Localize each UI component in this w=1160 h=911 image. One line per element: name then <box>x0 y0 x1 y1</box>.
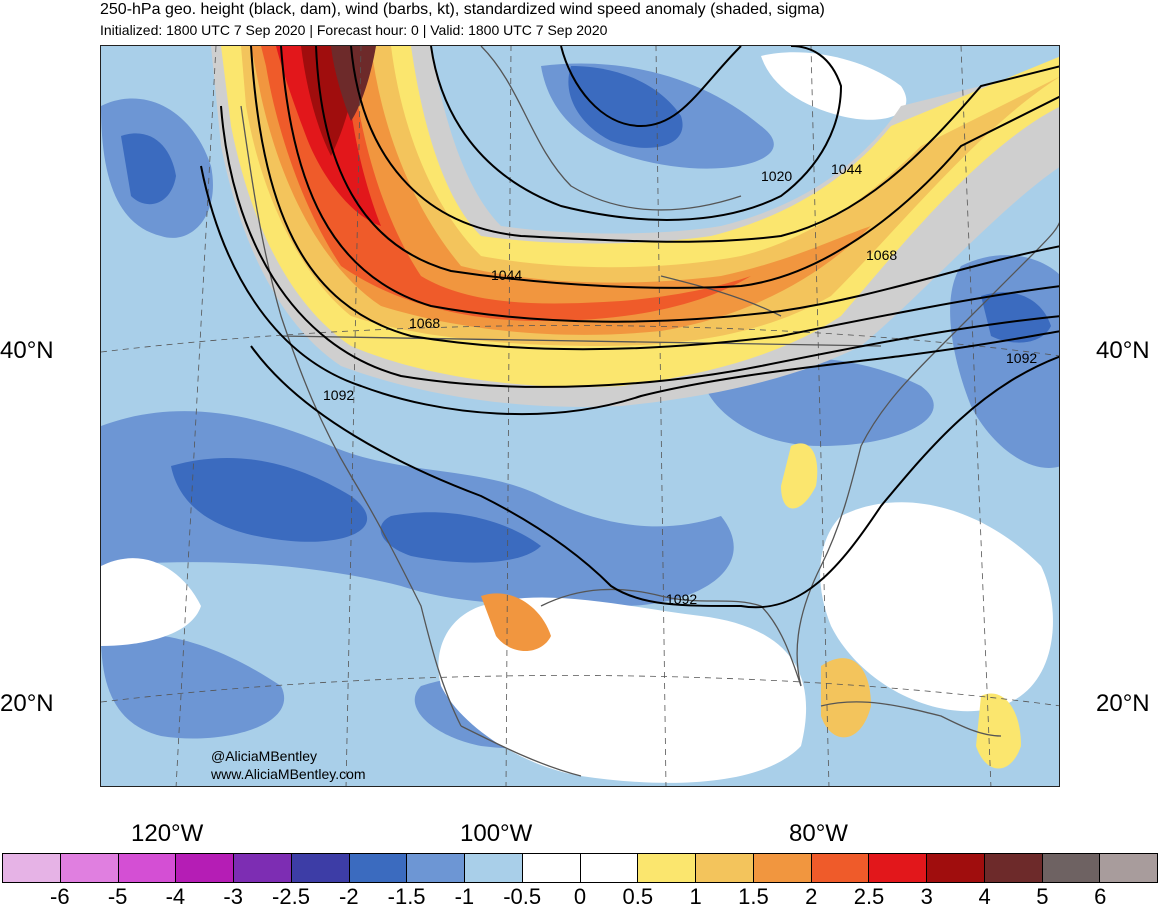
colorbar-swatch <box>118 854 177 882</box>
map-panel: 1020 1044 1044 1068 1068 1092 1092 1092 … <box>100 45 1060 787</box>
colorbar-swatch <box>60 854 119 882</box>
colorbar-tick-label: 4 <box>978 884 991 909</box>
colorbar-swatch <box>1100 854 1157 882</box>
lat-label-40n-left: 40°N <box>0 337 54 364</box>
colorbar-tick-label: 6 <box>1094 884 1107 909</box>
contour-label: 1068 <box>409 315 440 331</box>
colorbar-tick-label: -1.5 <box>387 884 426 909</box>
lat-label-20n-left: 20°N <box>0 690 54 717</box>
colorbar-tick-label: -3 <box>223 884 243 909</box>
colorbar-tick-label: 0.5 <box>622 884 654 909</box>
colorbar-tick-label: 3 <box>920 884 933 909</box>
contour-label: 1044 <box>831 161 862 177</box>
colorbar-swatch <box>869 854 927 882</box>
lon-label-80w: 80°W <box>789 820 848 847</box>
colorbar-swatch <box>927 854 985 882</box>
colorbar-tick-label: 5 <box>1036 884 1049 909</box>
colorbar-tick-label: 2 <box>805 884 818 909</box>
colorbar-swatch <box>638 854 696 882</box>
colorbar-tick-label: -2 <box>339 884 359 909</box>
contour-label: 1092 <box>666 591 697 607</box>
colorbar-tick-label: -6 <box>50 884 70 909</box>
map-subtitle: Initialized: 1800 UTC 7 Sep 2020 | Forec… <box>100 22 608 38</box>
contour-label: 1092 <box>323 387 354 403</box>
credit-site: www.AliciaMBentley.com <box>211 766 366 782</box>
map-graphic: 1020 1044 1044 1068 1068 1092 1092 1092 <box>101 46 1059 786</box>
credit-handle: @AliciaMBentley <box>211 748 318 764</box>
colorbar-tick-label: -4 <box>165 884 186 909</box>
colorbar-swatch <box>465 854 523 882</box>
lon-label-120w: 120°W <box>131 820 204 847</box>
colorbar-swatch <box>407 854 465 882</box>
contour-label: 1068 <box>866 247 897 263</box>
colorbar-swatch <box>291 854 350 882</box>
colorbar-swatch <box>3 854 61 882</box>
colorbar-tick-label: -1 <box>454 884 475 909</box>
colorbar-swatch <box>580 854 639 882</box>
colorbar-swatch <box>1042 854 1101 882</box>
colorbar-swatch <box>522 854 581 882</box>
colorbar-swatch <box>234 854 292 882</box>
colorbar-tick-label: -2.5 <box>272 884 310 909</box>
colorbar-tick-label: -5 <box>107 884 128 909</box>
colorbar-swatch <box>349 854 408 882</box>
colorbar-tick-label: 1.5 <box>738 884 769 909</box>
contour-label: 1092 <box>1006 350 1037 366</box>
contour-label: 1020 <box>761 168 792 184</box>
colorbar-tick-label: 2.5 <box>853 884 885 909</box>
lat-label-20n-right: 20°N <box>1096 690 1150 717</box>
colorbar <box>2 853 1158 883</box>
colorbar-tick-label: 1 <box>689 884 702 909</box>
colorbar-swatch <box>984 854 1043 882</box>
map-title: 250-hPa geo. height (black, dam), wind (… <box>100 1 825 18</box>
colorbar-swatch <box>176 854 234 882</box>
colorbar-tick-label: -0.5 <box>503 884 542 909</box>
colorbar-swatch <box>811 854 870 882</box>
lat-label-40n-right: 40°N <box>1096 337 1150 364</box>
colorbar-swatch <box>696 854 754 882</box>
colorbar-swatch <box>753 854 812 882</box>
colorbar-tick-label: 0 <box>573 884 587 909</box>
contour-label: 1044 <box>491 267 522 283</box>
lon-label-100w: 100°W <box>460 820 533 847</box>
